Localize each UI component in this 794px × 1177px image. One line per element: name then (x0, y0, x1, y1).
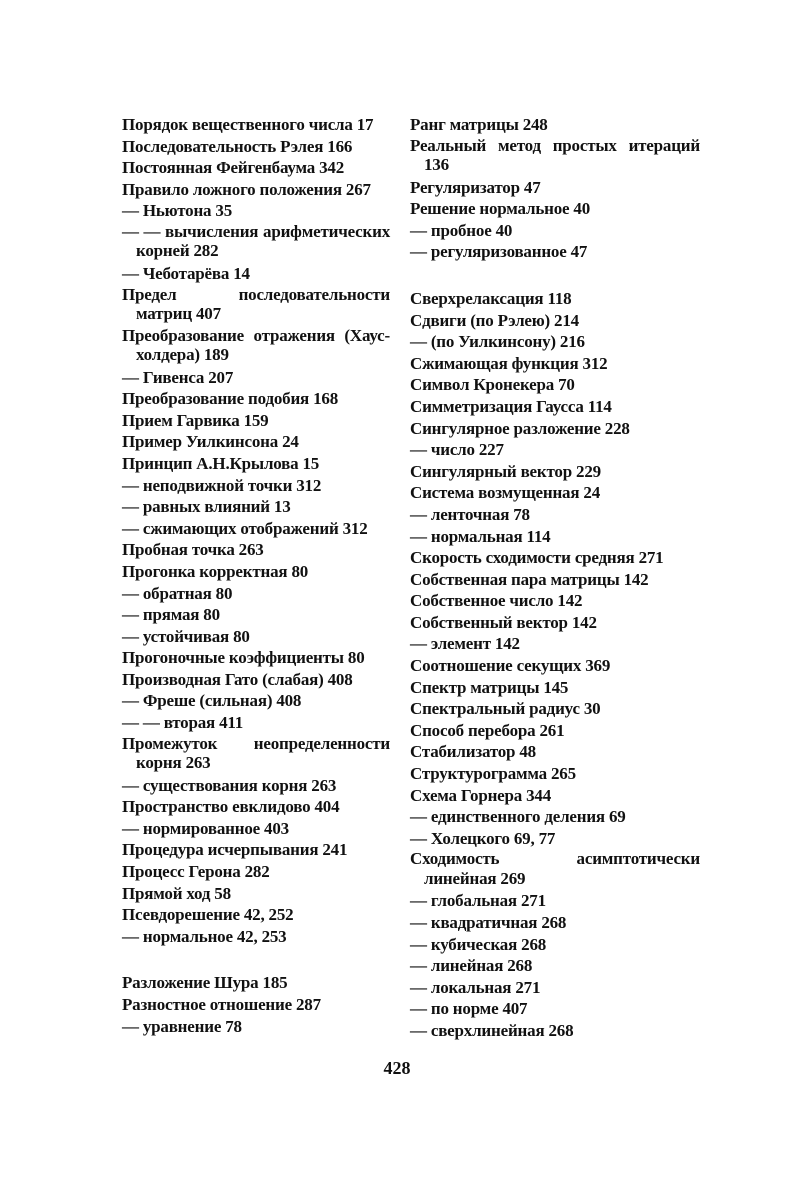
index-entry: Сверхрелаксация 118 (410, 288, 572, 308)
index-entry: — — вычисления арифметических корней 282 (122, 221, 390, 261)
index-entry: — сверхлинейная 268 (410, 1020, 574, 1040)
index-entry: Способ перебора 261 (410, 720, 565, 740)
index-entry: Псевдорешение 42, 252 (122, 905, 294, 925)
index-entry: Решение нормальное 40 (410, 199, 591, 219)
index-entry: Спектр матрицы 145 (410, 677, 569, 697)
index-entry: Собственная пара матрицы 142 (410, 569, 649, 589)
page-number: 428 (383, 1058, 411, 1078)
index-entry: — кубическая 268 (410, 934, 547, 954)
index-entry: Процедура исчерпывания 241 (122, 840, 348, 860)
index-entry: — нормированное 403 (122, 818, 289, 838)
index-entry: Структурограмма 265 (410, 764, 576, 784)
index-entry: — единственного деления 69 (410, 807, 626, 827)
index-entry: Регуляризатор 47 (410, 177, 541, 197)
index-entry: — — вторая 411 (122, 713, 244, 733)
index-entry: Промежуток неопределенности корня 263 (122, 733, 390, 773)
index-entry: — нормальная 114 (410, 526, 551, 546)
index-letter-group: Ранг матрицы 248 Реальный метод простых и… (410, 114, 700, 263)
index-entry: Прием Гарвика 159 (122, 410, 269, 430)
index-entry: — Ньютона 35 (122, 201, 233, 221)
index-entry: — квадратичная 268 (410, 913, 567, 932)
index-entry: Прогоночные коэффициенты 80 (122, 648, 365, 668)
index-entry: — сжимающих отображений 312 (122, 518, 368, 538)
index-entry: Реальный метод простых итераций 136 (410, 135, 700, 175)
index-entry: — обратная 80 (122, 583, 233, 603)
index-entry: Сходимость асимптотически линейная 269 (410, 849, 700, 888)
index-entry: Симметризация Гаусса 114 (410, 396, 612, 416)
index-entry: Прямой ход 58 (122, 883, 231, 903)
index-entry: — локальная 271 (410, 977, 541, 997)
index-entry: Пробная точка 263 (122, 540, 264, 560)
index-entry: Ранг матрицы 248 (410, 115, 548, 134)
index-entry: — существования корня 263 (122, 775, 337, 795)
index-entry: Символ Кронекера 70 (410, 375, 575, 395)
index-entry: — неподвижной точки 312 (122, 475, 322, 495)
index-entry: — глобальная 271 (410, 891, 546, 911)
index-entry: Стабилизатор 48 (410, 742, 536, 762)
index-entry: — по норме 407 (410, 999, 528, 1019)
index-entry: Скорость сходимости средняя 271 (410, 548, 664, 568)
index-entry: — пробное 40 (410, 220, 513, 240)
index-entry: — линейная 268 (410, 956, 533, 976)
index-entry: — равных влияний 13 (122, 497, 291, 517)
index-entry: Разностное отношение 287 (122, 995, 321, 1014)
index-entry: Схема Горнера 344 (410, 785, 552, 805)
index-entry: — элемент 142 (410, 634, 520, 654)
index-entry: Правило ложного положения 267 (122, 179, 371, 199)
index-entry: — уравнение 78 (122, 1016, 242, 1036)
index-entry: Собственное число 142 (410, 591, 583, 611)
index-entry: — число 227 (410, 440, 504, 460)
index-entry: — прямая 80 (122, 605, 220, 625)
index-column-right: Ранг матрицы 248 Реальный метод простых и… (410, 114, 700, 1067)
index-entry: Пространство евклидово 404 (122, 797, 340, 817)
index-entry: Пример Уилкинсона 24 (122, 432, 299, 452)
index-entry: Последовательность Рэлея 166 (122, 136, 353, 156)
index-entry: Преобразование подобия 168 (122, 389, 338, 409)
index-entry: — устойчивая 80 (122, 626, 250, 646)
index-entry: Сингулярное разложение 228 (410, 418, 630, 438)
index-entry: — Чеботарёва 14 (122, 263, 250, 283)
index-entry: Разложение Шура 185 (122, 973, 288, 993)
index-entry: — Гивенса 207 (122, 367, 234, 387)
index-entry: Собственный вектор 142 (410, 612, 597, 632)
index-entry: Сингулярный вектор 229 (410, 461, 601, 481)
index-entry: Сдвиги (по Рэлею) 214 (410, 310, 579, 330)
index-entry: Система возмущенная 24 (410, 483, 600, 503)
index-entry: — нормальное 42, 253 (122, 926, 287, 946)
index-letter-group: Сверхрелаксация 118 Сдвиги (по Рэлею) 214… (410, 288, 700, 1042)
index-entry: Процесс Герона 282 (122, 862, 270, 882)
index-entry: Соотношение секущих 369 (410, 656, 611, 676)
index-entry: Преобразование отражения (Хаус-холдера) … (122, 325, 390, 365)
index-entry: — регуляризованное 47 (410, 242, 588, 262)
index-entry: — Фреше (сильная) 408 (122, 691, 302, 711)
index-entry: Прогонка корректная 80 (122, 561, 309, 581)
index-entry: — ленточная 78 (410, 504, 530, 524)
index-entry: Производная Гато (слабая) 408 (122, 669, 353, 689)
index-column-left: Порядок вещественного числа 17 Последоват… (122, 114, 390, 1062)
index-entry: — (по Уилкинсону) 216 (410, 332, 585, 352)
index-entry: Постоянная Фейгенбаума 342 (122, 158, 345, 178)
index-entry: Принцип А.Н.Крылова 15 (122, 453, 320, 473)
index-entry: Порядок вещественного числа 17 (122, 115, 374, 134)
index-entry: Предел последовательности матриц 407 (122, 284, 390, 324)
index-letter-group: Порядок вещественного числа 17 Последоват… (122, 114, 390, 947)
index-entry: Спектральный радиус 30 (410, 699, 601, 719)
index-entry: Сжимающая функция 312 (410, 353, 608, 373)
index-entry: — Холецкого 69, 77 (410, 828, 556, 848)
index-letter-group: Разложение Шура 185 Разностное отношение … (122, 972, 390, 1037)
